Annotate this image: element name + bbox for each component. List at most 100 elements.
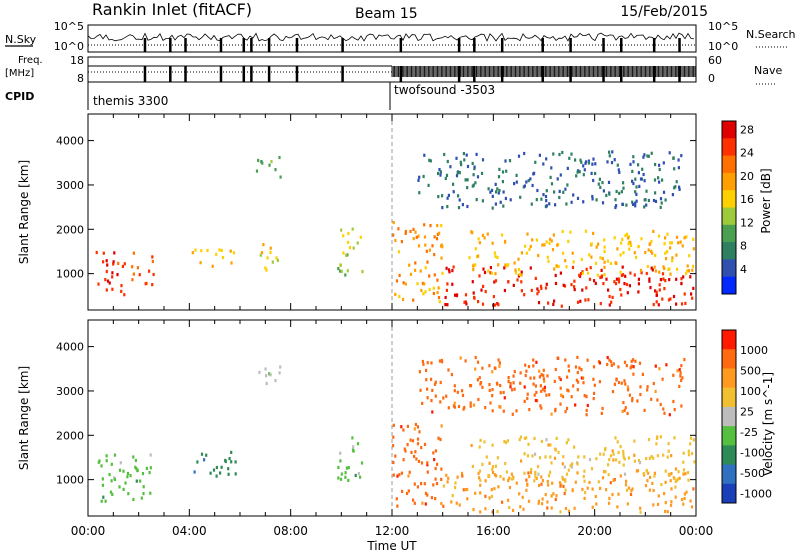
heatmap-cell-0-0-19	[104, 278, 107, 282]
heatmap-cell-1-3-7	[357, 472, 360, 476]
heatmap-cell-1-2-3	[278, 371, 281, 375]
heatmap-cell-1-6-79	[549, 443, 552, 447]
heatmap-cell-0-9-82	[418, 175, 421, 179]
heatmap-cell-1-5-128	[558, 481, 562, 485]
heatmap-cell-0-9-80	[437, 171, 440, 176]
heatmap-cell-0-6-22	[440, 256, 443, 260]
heatmap-cell-1-0-16	[118, 485, 121, 489]
heatmap-cell-1-6-92	[612, 452, 615, 456]
heatmap-cell-0-4-6	[278, 155, 281, 160]
colorbar-swatch-1-6	[722, 445, 736, 466]
heatmap-cell-1-7-100	[626, 411, 629, 416]
heatmap-cell-0-8-134	[595, 245, 598, 249]
heatmap-cell-1-5-48	[478, 476, 481, 480]
heatmap-cell-1-6-71	[563, 465, 566, 469]
heatmap-cell-1-7-121	[559, 377, 562, 382]
heatmap-cell-0-9-139	[680, 154, 683, 158]
y-tick-label-1-2000: 2000	[56, 429, 84, 442]
heatmap-cell-0-8-141	[494, 254, 497, 258]
heatmap-cell-1-6-122	[547, 443, 550, 447]
colorbar-tick-1-7: -1000	[740, 488, 772, 501]
heatmap-cell-0-2-9	[194, 248, 197, 252]
heatmap-cell-0-6-59	[408, 263, 411, 267]
heatmap-cell-0-6-15	[438, 300, 441, 304]
heatmap-cell-0-4-8	[270, 160, 273, 164]
heatmap-cell-1-5-94	[666, 510, 669, 514]
heatmap-cell-0-8-35	[644, 250, 647, 255]
heatmap-cell-1-5-82	[491, 510, 494, 514]
heatmap-cell-1-4-50	[442, 504, 445, 508]
heatmap-cell-1-6-23	[520, 459, 523, 463]
heatmap-cell-1-5-153	[479, 483, 482, 487]
colorbar-swatch-0-5	[722, 207, 736, 226]
heatmap-cell-1-7-45	[474, 355, 477, 360]
heatmap-cell-1-1-14	[215, 465, 218, 470]
heatmap-cell-1-5-13	[450, 500, 453, 504]
heatmap-cell-0-9-19	[592, 178, 595, 183]
heatmap-cell-0-9-184	[538, 153, 541, 157]
heatmap-cell-0-6-52	[392, 233, 395, 237]
heatmap-cell-1-3-11	[351, 436, 354, 440]
heatmap-cell-1-0-40	[132, 455, 135, 459]
heatmap-cell-1-6-89	[633, 439, 636, 443]
heatmap-cell-0-9-86	[608, 192, 611, 196]
heatmap-cell-1-6-16	[637, 458, 641, 463]
heatmap-cell-0-0-9	[113, 251, 116, 255]
heatmap-cell-0-9-89	[525, 180, 528, 184]
heatmap-cell-0-9-116	[568, 156, 571, 160]
heatmap-cell-1-4-66	[434, 466, 437, 471]
x-tick-label-4: 16:00	[476, 524, 511, 538]
heatmap-cell-1-4-20	[413, 427, 416, 431]
heatmap-cell-0-9-233	[545, 189, 548, 193]
heatmap-cell-0-9-112	[502, 190, 505, 194]
heatmap-cell-1-6-159	[622, 463, 625, 467]
heatmap-cell-1-5-12	[685, 490, 688, 494]
heatmap-cell-1-4-54	[434, 497, 437, 501]
heatmap-cell-1-5-49	[563, 491, 566, 496]
heatmap-cell-0-9-119	[542, 162, 545, 166]
heatmap-cell-0-9-169	[654, 191, 657, 195]
heatmap-cell-1-0-42	[132, 497, 135, 502]
heatmap-cell-1-6-70	[534, 452, 537, 456]
heatmap-cell-0-8-5	[685, 271, 688, 276]
heatmap-cell-1-5-163	[559, 484, 562, 488]
heatmap-cell-0-5-16	[347, 231, 350, 236]
heatmap-cell-0-7-115	[680, 302, 684, 306]
heatmap-cell-1-7-189	[570, 395, 573, 399]
heatmap-cell-1-7-159	[431, 410, 434, 414]
freq-series	[88, 65, 696, 82]
heatmap-cell-0-9-138	[439, 173, 442, 177]
heatmap-cell-0-9-246	[550, 182, 554, 186]
heatmap-cell-1-7-135	[532, 382, 535, 386]
heatmap-cell-1-6-21	[687, 478, 690, 482]
heatmap-cell-1-7-219	[620, 381, 623, 385]
heatmap-cell-1-7-41	[623, 360, 627, 364]
heatmap-cell-0-9-3	[497, 191, 500, 195]
heatmap-cell-0-9-166	[515, 173, 518, 177]
heatmap-cell-0-9-12	[496, 187, 499, 191]
heatmap-cell-1-5-6	[652, 488, 655, 493]
heatmap-cell-1-5-113	[526, 482, 529, 486]
heatmap-cell-1-6-60	[523, 471, 526, 475]
heatmap-cell-0-9-50	[678, 185, 681, 189]
x-tick-label-2: 08:00	[273, 524, 308, 538]
heatmap-cell-0-9-73	[635, 199, 638, 203]
heatmap-cell-0-0-17	[106, 263, 109, 267]
heatmap-cell-0-7-70	[489, 271, 492, 275]
heatmap-cell-0-7-89	[503, 266, 506, 270]
heatmap-cell-0-9-90	[652, 198, 656, 203]
heatmap-cell-0-9-101	[674, 185, 677, 189]
heatmap-cell-1-5-14	[525, 478, 528, 482]
heatmap-cell-1-0-0	[111, 492, 114, 496]
heatmap-cell-0-5-19	[348, 246, 351, 250]
heatmap-cell-0-6-31	[417, 234, 420, 238]
heatmap-cell-1-1-19	[212, 468, 216, 472]
heatmap-cell-1-5-80	[502, 477, 505, 481]
heatmap-cell-1-6-18	[647, 438, 651, 442]
heatmap-cell-1-4-65	[421, 501, 424, 505]
heatmap-cell-0-1-0	[152, 272, 155, 277]
heatmap-cell-1-5-23	[541, 502, 544, 506]
heatmap-cell-0-8-156	[609, 261, 613, 266]
heatmap-cell-0-9-203	[574, 158, 577, 162]
heatmap-cell-1-7-9	[646, 385, 649, 389]
